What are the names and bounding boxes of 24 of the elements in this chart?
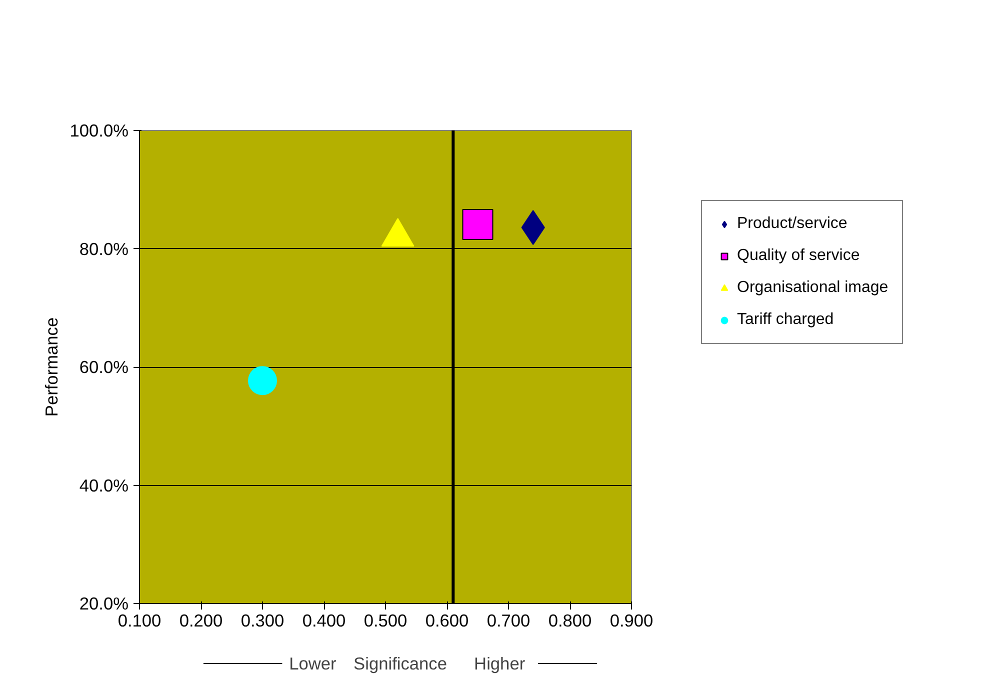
- x-tick-label: 0.500: [364, 610, 408, 630]
- x-tick-label: 0.100: [118, 610, 162, 630]
- x-tick-label: 0.200: [179, 610, 223, 630]
- text: Higher: [474, 654, 526, 674]
- x-tick-label: 0.900: [610, 610, 654, 630]
- y-tick-label: 80.0%: [79, 238, 129, 259]
- legend-label: Quality of service: [737, 247, 860, 265]
- legend-label: Organisational image: [737, 279, 888, 297]
- text: Lower: [289, 654, 337, 674]
- y-tick-label: 60.0%: [79, 357, 129, 377]
- y-tick-label: 40.0%: [79, 475, 129, 496]
- point: [248, 366, 277, 396]
- y-axis-title: Performance: [42, 317, 62, 417]
- y-tick-label: 20.0%: [79, 594, 129, 614]
- x-axis-title: Significance: [354, 654, 447, 674]
- x-tick-label: 0.600: [425, 610, 469, 630]
- x-tick-label: 0.700: [486, 610, 530, 630]
- x-tick-label: 0.800: [548, 610, 592, 630]
- y-tick-label: 100.0%: [70, 120, 129, 140]
- legend-label: Product/service: [737, 215, 848, 233]
- legend-label: Tariff charged: [737, 311, 834, 329]
- x-tick-label: 0.300: [240, 610, 284, 630]
- point: [462, 209, 494, 240]
- x-tick-label: 0.400: [302, 610, 346, 630]
